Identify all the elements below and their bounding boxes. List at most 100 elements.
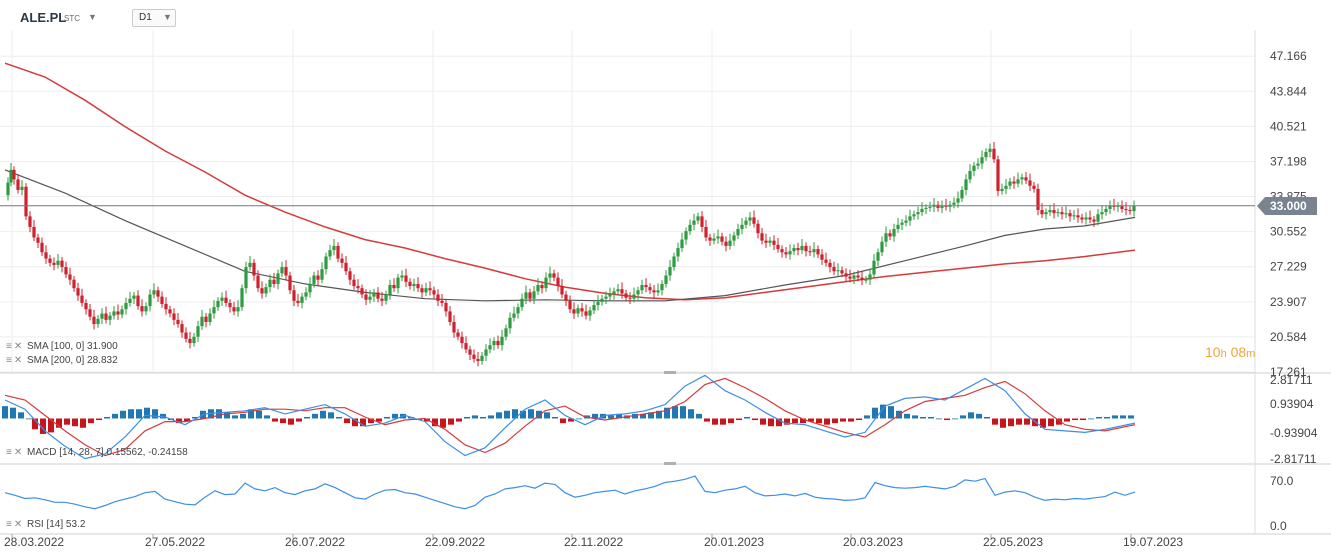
candle-body [532,291,536,299]
candle-body [12,169,16,180]
candle-body [944,205,948,207]
macd-histogram-bar [152,409,158,419]
legend-macd-text: MACD [14, 28, 7] 0.15562, -0.24158 [27,447,188,458]
macd-histogram-bar [920,416,926,419]
symbol-dropdown-icon[interactable]: ▼ [88,12,97,22]
macd-histogram-bar [592,413,598,419]
macd-histogram-bar [80,418,86,428]
macd-histogram-bar [1016,418,1022,425]
candle-body [628,297,632,299]
candle-body [100,313,104,319]
candle-body [76,288,80,296]
candle-body [896,224,900,230]
macd-histogram-bar [952,418,958,420]
candle-body [884,233,888,242]
macd-histogram-bar [280,418,286,424]
candle-body [1020,177,1024,180]
close-icon[interactable]: ✕ [13,355,23,366]
macd-histogram-bar [848,418,854,422]
candle-body [508,317,512,329]
candle-body [220,297,224,301]
candle-body [488,345,492,350]
candle-body [648,287,652,291]
macd-histogram-bar [32,418,38,430]
candle-body [560,286,564,295]
candle-body [52,262,56,265]
macd-histogram-bar [10,407,16,419]
macd-histogram-bar [488,415,494,419]
candle-body [892,229,896,237]
macd-histogram-bar [872,407,878,419]
candle-body [704,226,708,238]
countdown-minutes-unit: m [1246,348,1256,360]
candle-body [224,297,228,303]
candle-body [60,260,64,268]
candle-body [356,286,360,289]
candle-body [392,284,396,289]
candle-body [1064,213,1068,215]
candle-body [772,240,776,245]
candle-body [732,235,736,241]
candle-body [1092,219,1096,222]
candle-body [800,245,804,251]
candle-body [844,273,848,277]
candle-body [40,242,44,253]
menu-icon[interactable]: ≡ [6,355,12,366]
candle-body [1108,205,1112,209]
candle-body [136,295,140,307]
macd-histogram-bar [1040,418,1046,428]
date-tick-label: 22.11.2022 [564,535,623,549]
candle-body [144,306,148,312]
menu-icon[interactable]: ≡ [6,447,12,458]
price-tick-label: 17.261 [1270,365,1307,379]
macd-histogram-bar [232,415,238,419]
candle-body [444,302,448,312]
timeframe-select[interactable]: D1 ▼ [132,9,176,27]
candle-body [480,355,484,362]
candle-body [264,287,268,294]
candle-body [6,182,10,196]
macd-histogram-bar [648,412,654,419]
candle-body [420,288,424,293]
candle-body [128,298,132,303]
macd-histogram-bar [832,418,838,424]
candle-body [640,284,644,291]
candle-body [504,328,508,337]
candle-body [956,198,960,203]
macd-histogram-bar [616,413,622,419]
macd-histogram-bar [136,409,142,419]
grid-lines [0,30,1255,373]
menu-icon[interactable]: ≡ [6,519,12,530]
legend-sma-100-text: SMA [100, 0] 31.900 [27,341,118,352]
symbol-name[interactable]: ALE.PL [20,10,67,25]
macd-histogram-bar [568,418,574,422]
candle-body [160,296,164,305]
rsi-tick-label: 70.0 [1270,474,1294,488]
macd-histogram-bar [432,418,438,427]
legend-macd[interactable]: ≡ ✕ MACD [14, 28, 7] 0.15562, -0.24158 [6,447,188,458]
candle-body [240,288,244,308]
macd-histogram-bar [296,418,302,422]
close-icon[interactable]: ✕ [13,447,23,458]
candle-body [880,241,884,253]
candle-body [868,274,872,280]
candle-body [380,298,384,301]
candle-body [152,290,156,295]
candle-body [1116,205,1120,207]
legend-sma-100[interactable]: ≡ ✕ SMA [100, 0] 31.900 [6,341,118,352]
legend-rsi[interactable]: ≡ ✕ RSI [14] 53.2 [6,519,85,530]
close-icon[interactable]: ✕ [13,519,23,530]
date-tick-label: 20.01.2023 [704,535,764,549]
date-tick-label: 26.07.2022 [285,535,345,549]
candle-body [752,217,756,224]
candle-body [1008,181,1012,186]
candle-body [552,273,556,278]
candle-body [572,309,576,314]
candle-body [592,305,596,311]
legend-sma-200[interactable]: ≡ ✕ SMA [200, 0] 28.832 [6,355,118,366]
close-icon[interactable]: ✕ [13,341,23,352]
candle-body [116,311,120,315]
candle-body [232,307,236,312]
menu-icon[interactable]: ≡ [6,341,12,352]
